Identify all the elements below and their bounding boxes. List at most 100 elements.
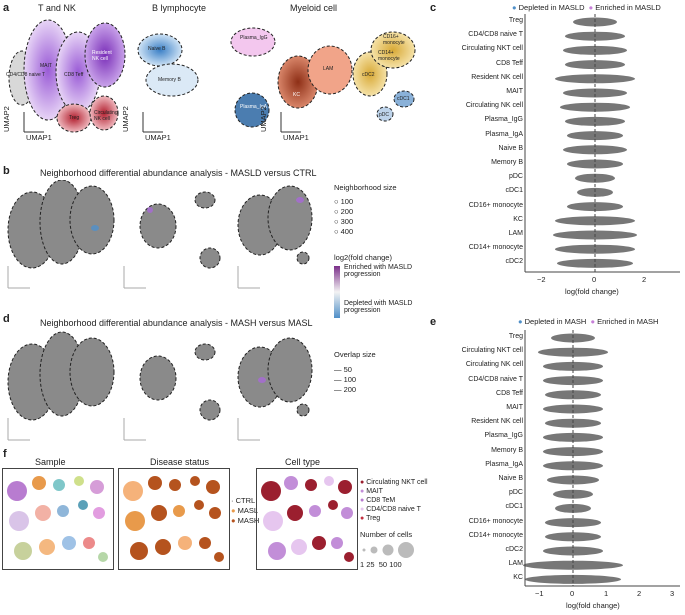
ct-cd8: ● CD8 TeM [360, 497, 396, 504]
row-label-c-4: Resident NK cell [471, 73, 523, 81]
label-mait: MAIT [40, 63, 52, 69]
overlap-100: — 100 [334, 375, 357, 384]
overlap-50: — 50 [334, 365, 352, 374]
row-label-e-0: Treg [508, 333, 523, 340]
e-xlabel: log(fold change) [566, 601, 620, 610]
fc-enriched: Enriched with MASLD progression [344, 264, 413, 278]
nbh-size-title: Neighborhood size [334, 183, 397, 192]
label-cd8-teff: CD8 Teff [64, 72, 84, 78]
cluster-resident-nk [84, 22, 126, 88]
c-tick-m2: −2 [537, 275, 546, 284]
row-label-e-2: Circulating NK cell [465, 361, 523, 369]
group-b-title: B lymphocyte [152, 3, 207, 13]
label-cdc1: cDC1 [397, 96, 410, 102]
overlap-200: — 200 [334, 385, 357, 394]
row-label-c-5: MAIT [506, 88, 523, 95]
label-kc: KC [293, 92, 300, 98]
fc-title: log2(fold change) [334, 253, 392, 262]
swarm-c-4 [555, 74, 635, 84]
ct-mait: ● MAIT [360, 488, 383, 495]
label-lam: LAM [323, 66, 334, 72]
swarm-c-6 [560, 102, 630, 112]
status-masl: ● MASL [231, 506, 259, 515]
row-label-e-16: LAM [508, 560, 523, 568]
status-ctrl: · CTRL [231, 496, 256, 505]
label-resident-nk: Resident NK cell [92, 50, 112, 62]
row-label-c-2: Circulating NKT cell [461, 45, 523, 53]
label-naive-b: Naive B [148, 46, 166, 52]
c-xlabel: log(fold change) [565, 287, 619, 296]
row-label-c-7: Plasma_IgG [484, 116, 523, 124]
row-label-c-3: CD8 Teff [496, 59, 523, 67]
row-label-e-10: Naive B [498, 475, 523, 482]
row-label-e-6: Resident NK cell [471, 418, 523, 426]
c-tick-0: 0 [592, 275, 597, 284]
f-title-status: Disease status [150, 457, 210, 467]
label-treg: Treg [69, 115, 80, 121]
ct-cd4cd8: ● CD4/CD8 naive T [360, 506, 421, 513]
row-label-e-15: cDC2 [505, 546, 523, 553]
swarm-e-5 [543, 404, 603, 414]
label-cdc2: cDC2 [362, 72, 375, 78]
umap1-label-b: UMAP1 [145, 133, 171, 142]
nbh-size-100: ○ 100 [334, 197, 354, 206]
overlap-title: Overlap size [334, 350, 376, 359]
panel-c-label: c [430, 2, 437, 14]
row-label-c-17: cDC2 [505, 258, 523, 266]
row-label-e-9: Plasma_IgA [485, 460, 523, 468]
panel-e-label: e [430, 316, 437, 328]
f-status-box [118, 468, 230, 570]
row-label-e-11: pDC [508, 489, 523, 497]
fc-colorbar [334, 266, 340, 318]
beeswarm-e [523, 330, 680, 587]
nbh-size-200: ○ 200 [334, 207, 354, 216]
row-label-c-9: Naive B [498, 144, 523, 152]
row-label-c-1: CD4/CD8 naive T [468, 31, 523, 39]
panel-b-label: b [3, 165, 10, 177]
swarm-c-12 [577, 187, 613, 197]
umap2-label-b: UMAP2 [121, 106, 130, 132]
umap1-label-m: UMAP1 [283, 133, 309, 142]
swarm-e-6 [545, 418, 601, 428]
label-cd16-mono: CD16+ monocyte [383, 34, 405, 46]
label-plasma-iga: Plasma_IgA [240, 104, 267, 110]
row-label-e-17: KC [513, 574, 523, 582]
e-tick-1: 1 [604, 589, 609, 598]
row-label-c-15: LAM [508, 230, 523, 237]
umap-panel-d [7, 331, 313, 441]
label-circ-nk: Circulating NK cell [94, 110, 118, 122]
row-label-c-11: pDC [508, 173, 523, 181]
cells-size-legend [362, 542, 414, 558]
swarm-e-17 [525, 574, 621, 584]
row-label-c-14: KC [513, 215, 523, 223]
fc-depleted: Depleted with MASLD progression [344, 300, 413, 314]
label-memory-b: Memory B [158, 77, 181, 83]
cells-ticks: 1 25 50 100 [360, 560, 402, 569]
e-legend: ● Depleted in MASH ● Enriched in MASH [518, 317, 659, 326]
f-celltype-box [256, 468, 358, 570]
row-label-e-12: cDC1 [505, 503, 523, 511]
e-tick-0: 0 [570, 589, 575, 598]
cluster-naive-b [137, 33, 183, 67]
ct-nkt: ● Circulating NKT cell [360, 479, 428, 486]
cluster-memory-b [145, 63, 199, 97]
nbh-size-400: ○ 400 [334, 227, 354, 236]
row-label-c-0: Treg [508, 17, 523, 24]
group-tnk-title: T and NK [38, 3, 76, 13]
label-plasma-igg: Plasma_IgG [240, 35, 268, 41]
swarm-c-5 [563, 88, 627, 98]
row-label-e-7: Plasma_IgG [484, 432, 523, 440]
umap1-label: UMAP1 [26, 133, 52, 142]
panel-f-label: f [3, 448, 7, 460]
umap-panel-b [7, 180, 313, 289]
label-cd4cd8: CD4/CD8 naive T [6, 72, 46, 78]
row-label-e-8: Memory B [491, 446, 523, 454]
swarm-c-17 [557, 258, 633, 268]
swarm-e-12 [555, 503, 591, 513]
row-label-c-16: CD14+ monocyte [468, 244, 523, 252]
panel-d-label: d [3, 313, 10, 325]
e-tick-3: 3 [670, 589, 675, 598]
panel-b-title: Neighborhood differential abundance anal… [40, 168, 317, 178]
status-mash: ● MASH [231, 516, 260, 525]
e-tick-2: 2 [637, 589, 642, 598]
